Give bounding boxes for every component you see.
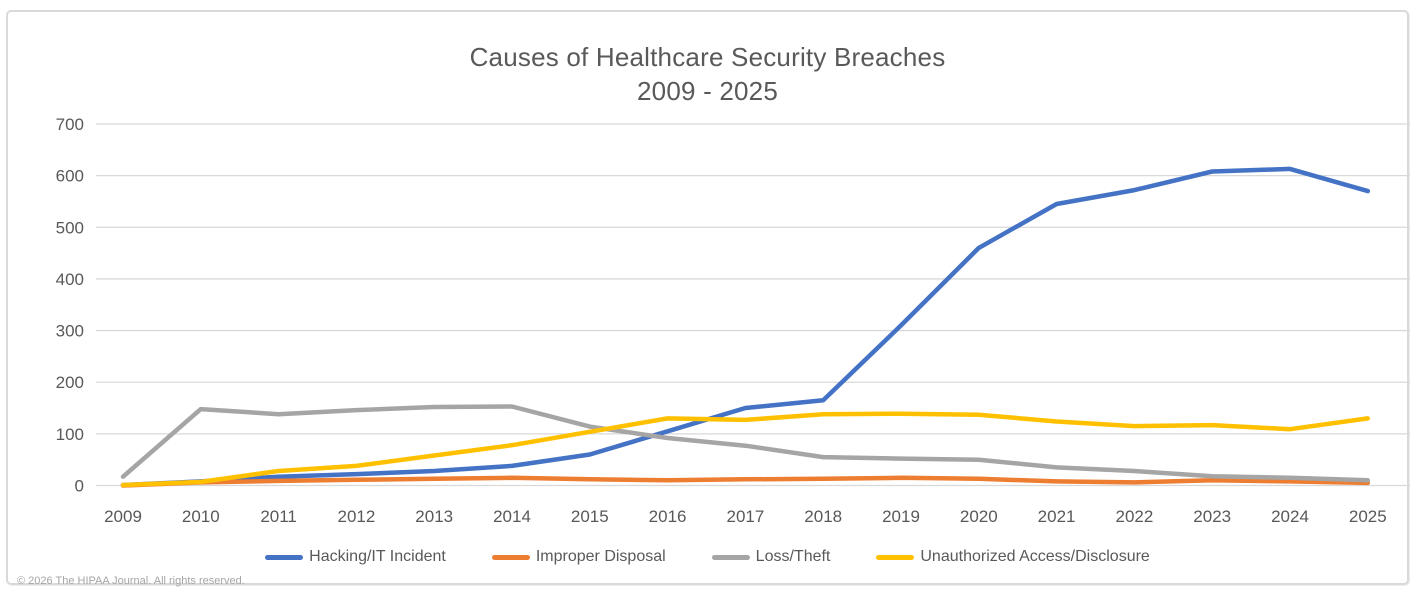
legend-label: Unauthorized Access/Disclosure xyxy=(920,548,1150,565)
x-axis-tick-label: 2021 xyxy=(1038,507,1076,526)
x-axis-tick-label: 2018 xyxy=(804,507,842,526)
x-axis-tick-label: 2010 xyxy=(182,507,220,526)
x-axis-tick-label: 2016 xyxy=(649,507,687,526)
x-axis-tick-label: 2015 xyxy=(571,507,609,526)
y-axis-tick-label: 700 xyxy=(56,115,84,134)
y-axis-tick-label: 300 xyxy=(56,322,84,341)
chart-frame: Causes of Healthcare Security Breaches 2… xyxy=(6,10,1410,587)
legend-item-loss-theft: Loss/Theft xyxy=(711,548,831,566)
copyright-notice: © 2026 The HIPAA Journal. All rights res… xyxy=(17,575,245,587)
y-axis-tick-label: 600 xyxy=(56,167,84,186)
series-line-hacking-it-incident xyxy=(120,166,1371,488)
legend-label: Loss/Theft xyxy=(755,548,831,565)
legend-label: Hacking/IT Incident xyxy=(309,548,446,565)
legend-label: Improper Disposal xyxy=(535,548,666,565)
x-axis-tick-label: 2025 xyxy=(1349,507,1387,526)
x-axis-tick-label: 2014 xyxy=(493,507,531,526)
legend-color-swatch xyxy=(876,554,915,560)
x-axis-tick-label: 2012 xyxy=(337,507,375,526)
chart-legend: Hacking/IT Incident Improper Disposal Loss… xyxy=(8,548,1407,566)
y-axis-tick-label: 100 xyxy=(56,425,84,444)
legend-color-swatch xyxy=(711,554,750,560)
x-axis-tick-label: 2019 xyxy=(882,507,920,526)
legend-item-improper-disposal: Improper Disposal xyxy=(491,548,666,566)
legend-color-swatch xyxy=(265,554,304,560)
line-chart-plot-area: 0 100 200 300 400 500 600 700 2009 2010 2011 2012 20… xyxy=(56,115,1410,526)
y-axis-tick-label: 200 xyxy=(56,373,84,392)
y-axis-tick-label: 0 xyxy=(75,477,84,496)
x-axis-tick-label: 2020 xyxy=(960,507,998,526)
legend-color-swatch xyxy=(491,554,530,560)
x-axis-tick-label: 2009 xyxy=(104,507,142,526)
x-axis-tick-label: 2022 xyxy=(1115,507,1153,526)
legend-item-hacking-it-incident: Hacking/IT Incident xyxy=(265,548,446,566)
x-axis-tick-label: 2017 xyxy=(726,507,764,526)
x-axis-tick-label: 2023 xyxy=(1193,507,1231,526)
chart-title: Causes of Healthcare Security Breaches 2… xyxy=(8,40,1407,108)
x-axis-tick-label: 2024 xyxy=(1271,507,1309,526)
legend-item-unauthorized-access-disclosure: Unauthorized Access/Disclosure xyxy=(876,548,1150,566)
series-line-improper-disposal xyxy=(120,475,1371,488)
x-axis-tick-label: 2011 xyxy=(260,507,297,526)
series-line-loss-theft xyxy=(120,404,1371,483)
series-line-unauthorized-access-disclosure xyxy=(120,411,1371,488)
x-axis-tick-label: 2013 xyxy=(415,507,453,526)
y-axis-tick-label: 400 xyxy=(56,270,84,289)
chart-title-line2: 2009 - 2025 xyxy=(637,76,778,106)
chart-title-line1: Causes of Healthcare Security Breaches xyxy=(469,42,946,72)
y-axis-tick-label: 500 xyxy=(56,218,84,237)
